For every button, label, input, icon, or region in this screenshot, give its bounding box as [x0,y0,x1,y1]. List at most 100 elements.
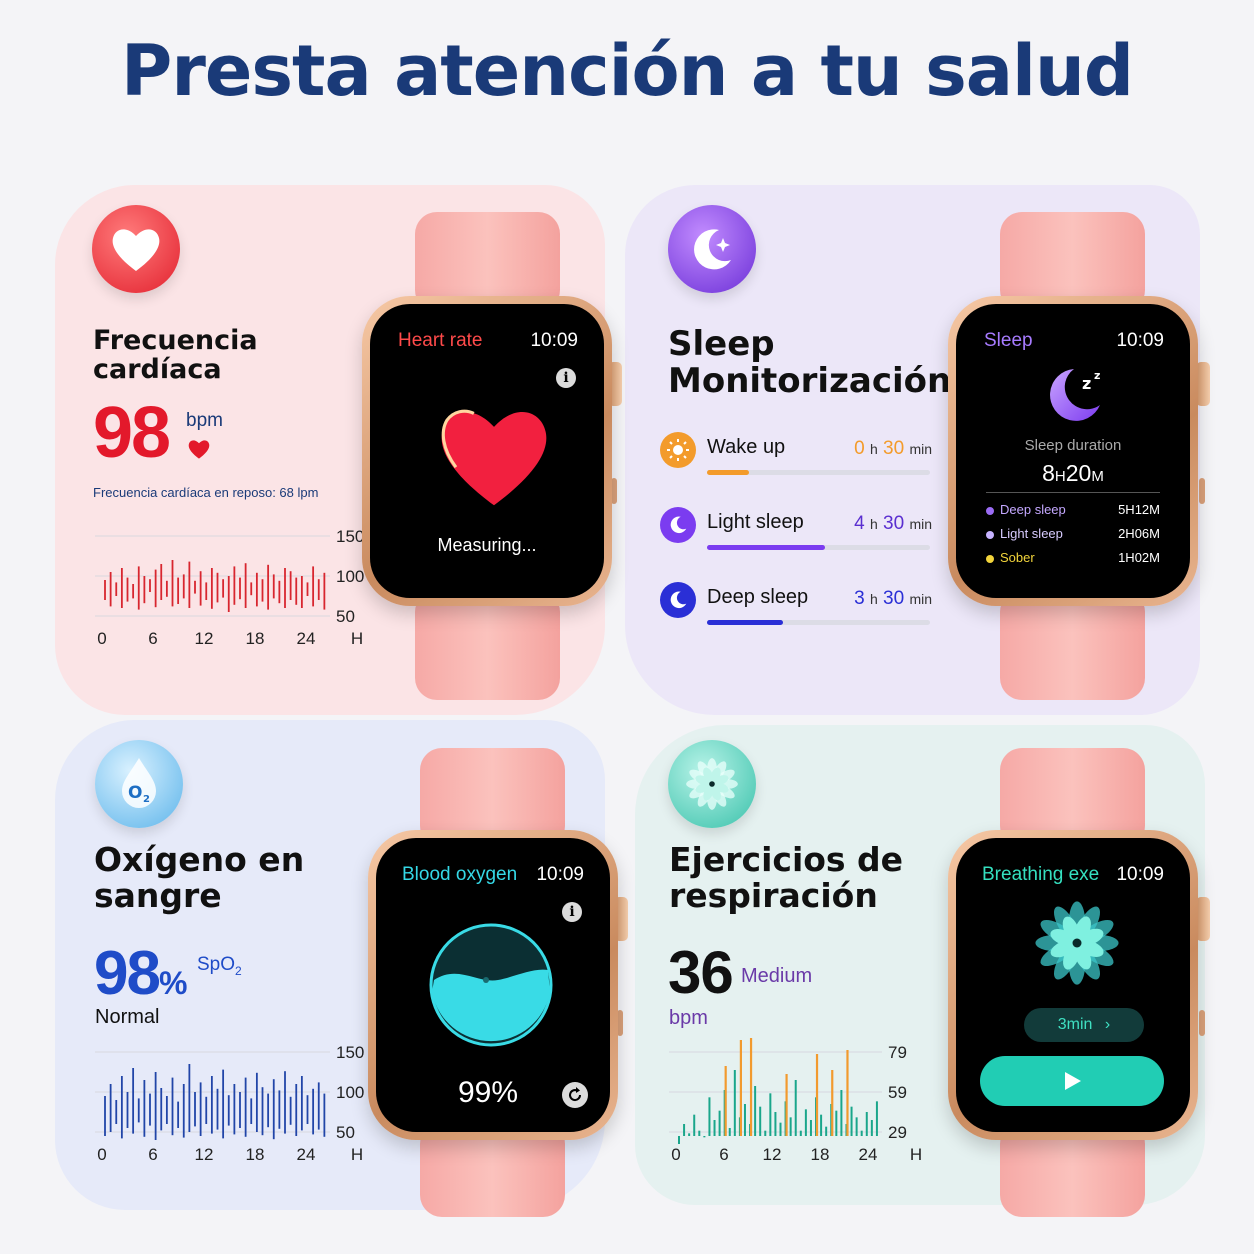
minutes-value: 30 [883,513,905,534]
sleep-duration-label: Sleep duration [1024,437,1122,454]
x-tick-label: 12 [195,1145,214,1164]
oxygen-value: 98% [94,938,187,1009]
watch-side-button[interactable] [1199,1010,1205,1036]
spo2-subscript: 2 [235,963,242,978]
duration-minutes-unit: M [1091,468,1104,485]
heart-unit: bpm [186,410,223,431]
legend-dot [986,554,994,563]
breathing-value: 36 [668,939,734,1006]
x-tick-label: H [351,629,363,648]
watch-band-top [1000,212,1145,312]
breathing-watch-screen: Breathing exe 10:09 3min › [956,838,1190,1132]
watch-side-button[interactable] [611,478,617,504]
oxygen-title-line2: sangre [94,875,222,915]
legend-value: 1H02M [1118,550,1160,565]
sleep-duration-value: 8H20M [956,460,1190,487]
y-tick-label: 79 [888,1043,907,1062]
sleep-row-wake-up: Wake up 0 h 30 min [660,432,932,492]
sleep-title-line2: Monitorización [668,360,952,401]
lotus-center [1072,938,1082,948]
lotus-petal [1062,916,1080,943]
x-tick-label: 6 [148,629,157,648]
y-tick-label: 50 [336,1123,355,1142]
x-tick-label: 18 [246,629,265,648]
sleep-row-deep-sleep: Deep sleep 3 h 30 min [660,582,932,642]
sleep-watch-screen: Sleep 10:09 z z Sleep duration 8H20M Dee… [956,304,1190,598]
oxygen-title-line1: Oxígeno en [94,840,305,879]
duration-hours: 8 [1042,460,1055,486]
y-tick-label: 59 [888,1083,907,1102]
svg-text:2: 2 [143,794,150,805]
hours-unit: h [869,591,878,607]
breathing-chart: 79 59 29 0 6 12 18 24 H [664,1036,924,1176]
sleep-row-light-sleep: Light sleep 4 h 30 min [660,507,932,567]
play-icon [1065,1072,1081,1090]
lotus-petal [703,767,714,784]
heart-chart: 150 100 50 0 6 12 18 24 H [90,520,370,660]
heart-badge-icon [92,205,180,293]
duration-value: 3min [1057,1016,1093,1033]
breathing-level: Medium [741,965,813,987]
watch-crown[interactable] [1196,897,1210,941]
heart-title-line2: cardíaca [93,354,222,386]
legend-label: Light sleep [1000,526,1063,541]
x-tick-label: 0 [97,629,106,648]
sleep-row-label: Wake up [707,436,786,458]
sun-icon [660,432,696,468]
y-tick-label: 50 [336,607,355,626]
breathing-title-line2: respiración [669,875,878,915]
x-tick-label: H [910,1145,922,1164]
minutes-value: 30 [883,438,905,459]
info-icon[interactable]: i [562,902,582,922]
divider [986,492,1160,493]
legend-dot [986,506,994,515]
minutes-unit: min [909,516,932,532]
progress-fill [707,470,750,475]
legend-label: Sober [1000,550,1035,565]
breathing-title: Ejercicios de respiración [669,842,903,913]
minutes-value: 30 [883,588,905,609]
oxygen-gauge [428,922,554,1053]
x-tick-label: 12 [763,1145,782,1164]
watch-crown[interactable] [1196,362,1210,406]
sleep-watch: Sleep 10:09 z z Sleep duration 8H20M Dee… [948,296,1198,606]
breathing-unit: bpm [669,1007,708,1029]
watch-side-button[interactable] [1199,478,1205,504]
measuring-status: Measuring... [437,535,537,555]
y-tick-label: 100 [336,567,364,586]
x-tick-label: 0 [671,1145,680,1164]
start-breathing-button[interactable] [980,1056,1164,1106]
sleep-watch-time: 10:09 [1116,330,1164,351]
progress-fill [707,620,783,625]
big-heart-icon [432,400,556,517]
watch-side-button[interactable] [617,1010,623,1036]
duration-selector[interactable]: 3min › [1024,1008,1144,1042]
refresh-icon[interactable] [562,1082,588,1108]
oxygen-watch-label: Blood oxygen [402,864,518,885]
heart-value: 98 [93,393,171,473]
oxygen-watch: Blood oxygen 10:09 i 99% [368,830,618,1140]
watch-band-bottom [415,590,560,700]
progress-fill [707,545,826,550]
legend-dot [986,530,994,539]
heart-title-line1: Frecuencia [93,325,258,356]
sleep-row-label: Deep sleep [707,586,809,608]
x-tick-label: 24 [859,1145,878,1164]
x-tick-label: 6 [148,1145,157,1164]
oxygen-watch-screen: Blood oxygen 10:09 i 99% [376,838,610,1132]
legend-label: Deep sleep [1000,502,1066,517]
y-tick-label: 150 [336,1043,364,1062]
minutes-unit: min [909,441,932,457]
hours-value: 0 [854,438,865,459]
legend-value: 5H12M [1118,502,1160,517]
hours-value: 3 [854,588,865,609]
info-icon[interactable]: i [556,368,576,388]
moon-zzz-icon: z z [1040,359,1112,434]
x-tick-label: 0 [97,1145,106,1164]
oxygen-watch-value: 99% [458,1076,519,1109]
hours-unit: h [869,441,878,457]
breathing-watch-time: 10:09 [1116,864,1164,885]
watch-band-bottom [1000,590,1145,700]
page-title: Presta atención a tu salud [121,30,1134,112]
watch-band-top [415,212,560,312]
